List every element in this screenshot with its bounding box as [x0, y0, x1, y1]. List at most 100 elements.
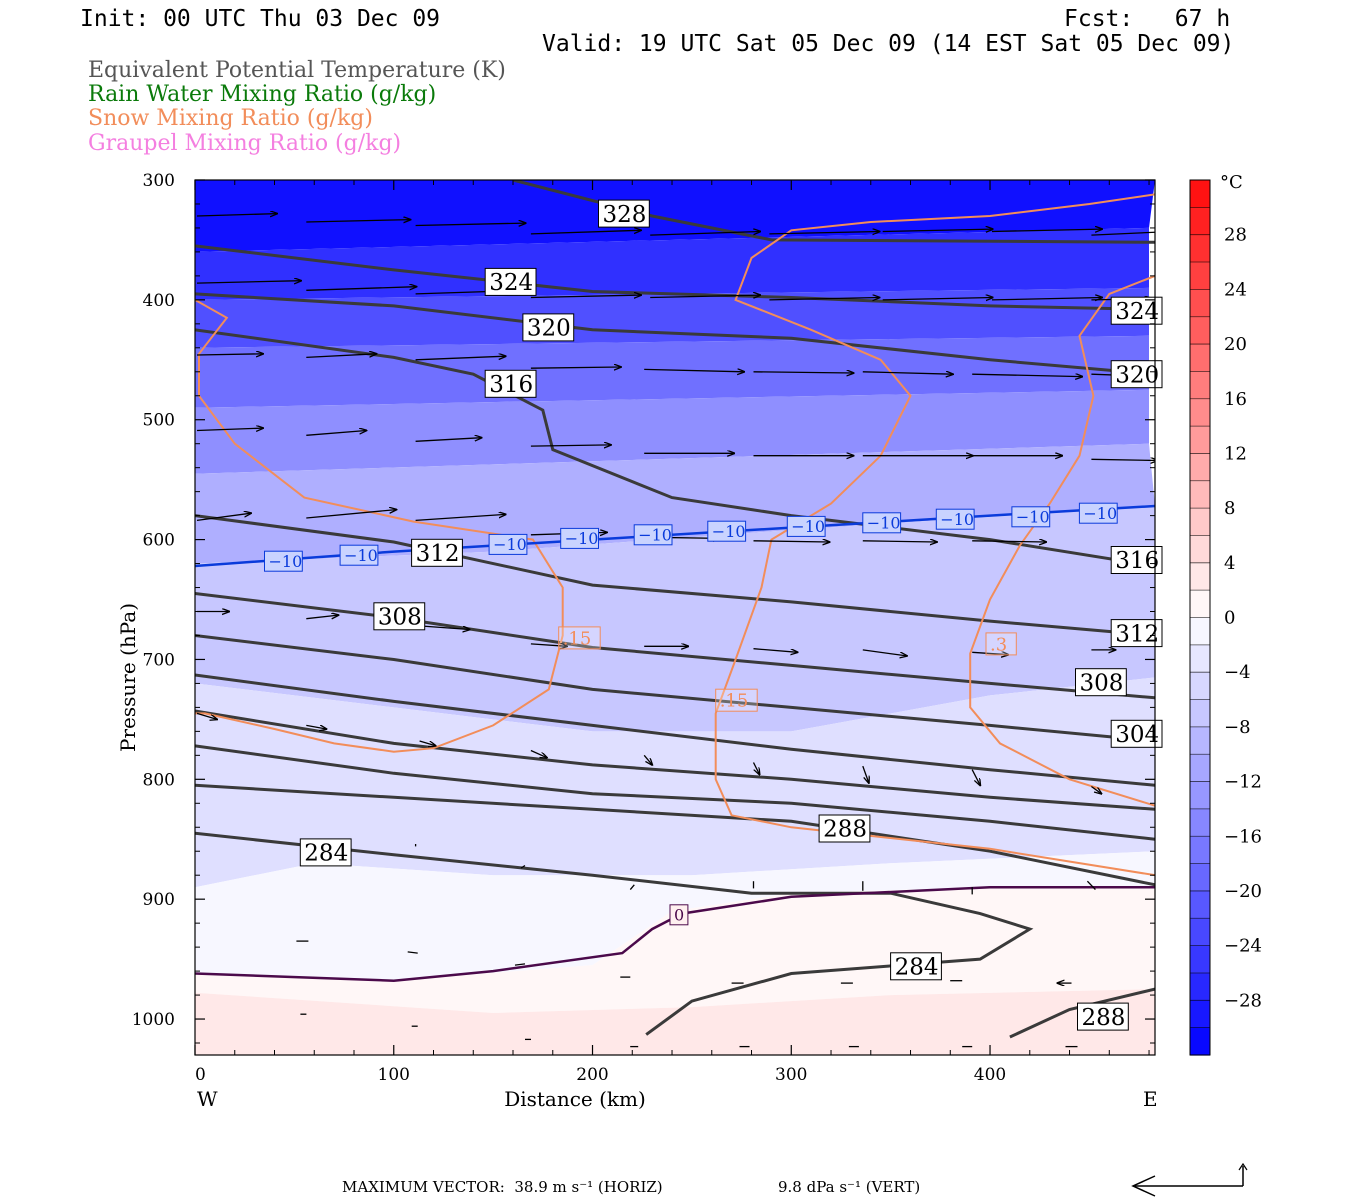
- wind-arrow: [415, 438, 482, 442]
- colorbar-segment: [1190, 371, 1210, 400]
- contour-label-box: [558, 626, 601, 650]
- wind-arrow: [306, 220, 410, 222]
- x-tick-label: 0: [195, 1065, 206, 1085]
- wind-arrow: [972, 652, 1008, 654]
- wind-arrow: [753, 372, 854, 373]
- y-tick-label: 900: [143, 890, 175, 910]
- wind-arrow: [520, 865, 526, 869]
- colorbar-segment: [1190, 426, 1210, 454]
- contour-label-box: [1075, 668, 1127, 697]
- wind-arrow: [407, 951, 418, 954]
- wind-arrow: [972, 374, 1082, 376]
- y-tick-label: 500: [143, 411, 175, 431]
- wind-arrow: [862, 372, 953, 374]
- theta-e-line: [195, 831, 1034, 1036]
- colorbar-segment: [1190, 918, 1210, 947]
- wind-arrow: [306, 724, 326, 729]
- colorbar-segment: [1190, 453, 1210, 482]
- contour-label-text: −10: [867, 514, 901, 533]
- colorbar-segment: [1190, 398, 1210, 427]
- cross-section-chart: 3283243243203203163163123123083083042882…: [116, 171, 1262, 1111]
- temperature-band: [195, 443, 1155, 564]
- wind-vectors: [196, 214, 1155, 1048]
- contour-label-box: [484, 369, 537, 398]
- colorbar-unit: °C: [1220, 172, 1243, 193]
- contour-label-text: −10: [1083, 504, 1117, 523]
- colorbar-segment: [1190, 726, 1210, 755]
- contour-label-box: [484, 267, 537, 296]
- contour-label-text: −10: [269, 552, 303, 571]
- theta-e-line: [195, 292, 1155, 376]
- wind-arrow: [971, 769, 980, 786]
- contour-label-text: 308: [1080, 671, 1124, 697]
- contour-label-box: [1110, 360, 1163, 389]
- x-tick-label: 400: [974, 1065, 1006, 1085]
- zero-isotherm: [195, 885, 1155, 982]
- contour-label-box: [818, 814, 871, 843]
- y-tick-label: 1000: [132, 1010, 175, 1030]
- wind-arrow: [306, 615, 338, 619]
- colorbar-segment: [1190, 480, 1210, 509]
- wind-arrow: [629, 884, 635, 891]
- wind-arrow: [650, 232, 760, 236]
- colorbar-tick-label: −8: [1224, 717, 1251, 738]
- colorbar-tick-label: 20: [1224, 334, 1247, 355]
- contour-label-text: 324: [1115, 299, 1159, 325]
- contour-label-text: 284: [304, 841, 348, 867]
- legend-theta-e: Equivalent Potential Temperature (K): [88, 58, 506, 83]
- wind-arrow: [530, 230, 641, 235]
- contour-label-box: [985, 632, 1017, 656]
- colorbar-tick-label: −12: [1224, 772, 1262, 793]
- y-axis-label: Pressure (hPa): [116, 603, 140, 752]
- contour-label-box: [715, 688, 758, 712]
- init-time: Init: 00 UTC Thu 03 Dec 09: [80, 6, 441, 32]
- colorbar-segment: [1190, 1027, 1210, 1056]
- contour-label-box: [862, 512, 902, 534]
- theta-e-line: [195, 514, 1155, 637]
- contour-label-text: −10: [712, 522, 746, 541]
- wind-arrow: [753, 541, 830, 542]
- wind-arrow: [1086, 880, 1096, 891]
- contour-label-text: −10: [344, 546, 378, 565]
- contour-label-box: [1077, 1002, 1129, 1031]
- theta-e-line: [195, 328, 1155, 568]
- theta-e-contours: [195, 180, 1155, 1039]
- colorbar-segment: [1190, 207, 1210, 236]
- colorbar-segment: [1190, 262, 1210, 290]
- wind-arrow: [419, 740, 436, 746]
- contour-label-text: .3: [990, 634, 1007, 655]
- colorbar-tick-label: 0: [1224, 608, 1235, 629]
- temperature-band: [195, 227, 1149, 300]
- contour-label-text: 328: [603, 202, 647, 228]
- temperature-band: [195, 989, 1155, 1055]
- wind-arrow: [643, 754, 652, 765]
- colorbar-segment: [1190, 289, 1210, 318]
- contour-label-text: −10: [493, 535, 527, 554]
- theta-e-line: [195, 744, 1155, 841]
- colorbar-segment: [1190, 754, 1210, 783]
- theta-e-line: [195, 709, 1155, 811]
- contour-label-text: 320: [1115, 363, 1159, 389]
- reference-vector-icon: [1131, 1162, 1248, 1197]
- valid-time: Valid: 19 UTC Sat 05 Dec 09 (14 EST Sat …: [542, 31, 1235, 57]
- contour-label-box: [264, 550, 303, 572]
- contour-label-text: −10: [1016, 508, 1050, 527]
- colorbar-segment: [1190, 781, 1210, 810]
- colorbar-segment: [1190, 973, 1210, 1001]
- colorbar-tick-label: −20: [1224, 881, 1262, 902]
- colorbar-segment: [1190, 644, 1210, 673]
- contour-label-text: 320: [527, 316, 571, 342]
- contour-label-box: [598, 199, 650, 228]
- legend-graupel: Graupel Mixing Ratio (g/kg): [88, 131, 402, 156]
- colorbar-tick-label: −24: [1224, 936, 1262, 957]
- colorbar-segment: [1190, 590, 1210, 619]
- contour-label-box: [560, 527, 600, 549]
- wind-arrow: [882, 298, 993, 300]
- wind-arrow: [991, 229, 1102, 231]
- contour-label-text: .15: [563, 628, 592, 649]
- wind-arrow: [862, 541, 937, 542]
- wind-arrow: [530, 367, 621, 368]
- colorbar-segment: [1190, 808, 1210, 837]
- snow-line: [969, 274, 1155, 807]
- contour-label-text: 288: [823, 817, 867, 843]
